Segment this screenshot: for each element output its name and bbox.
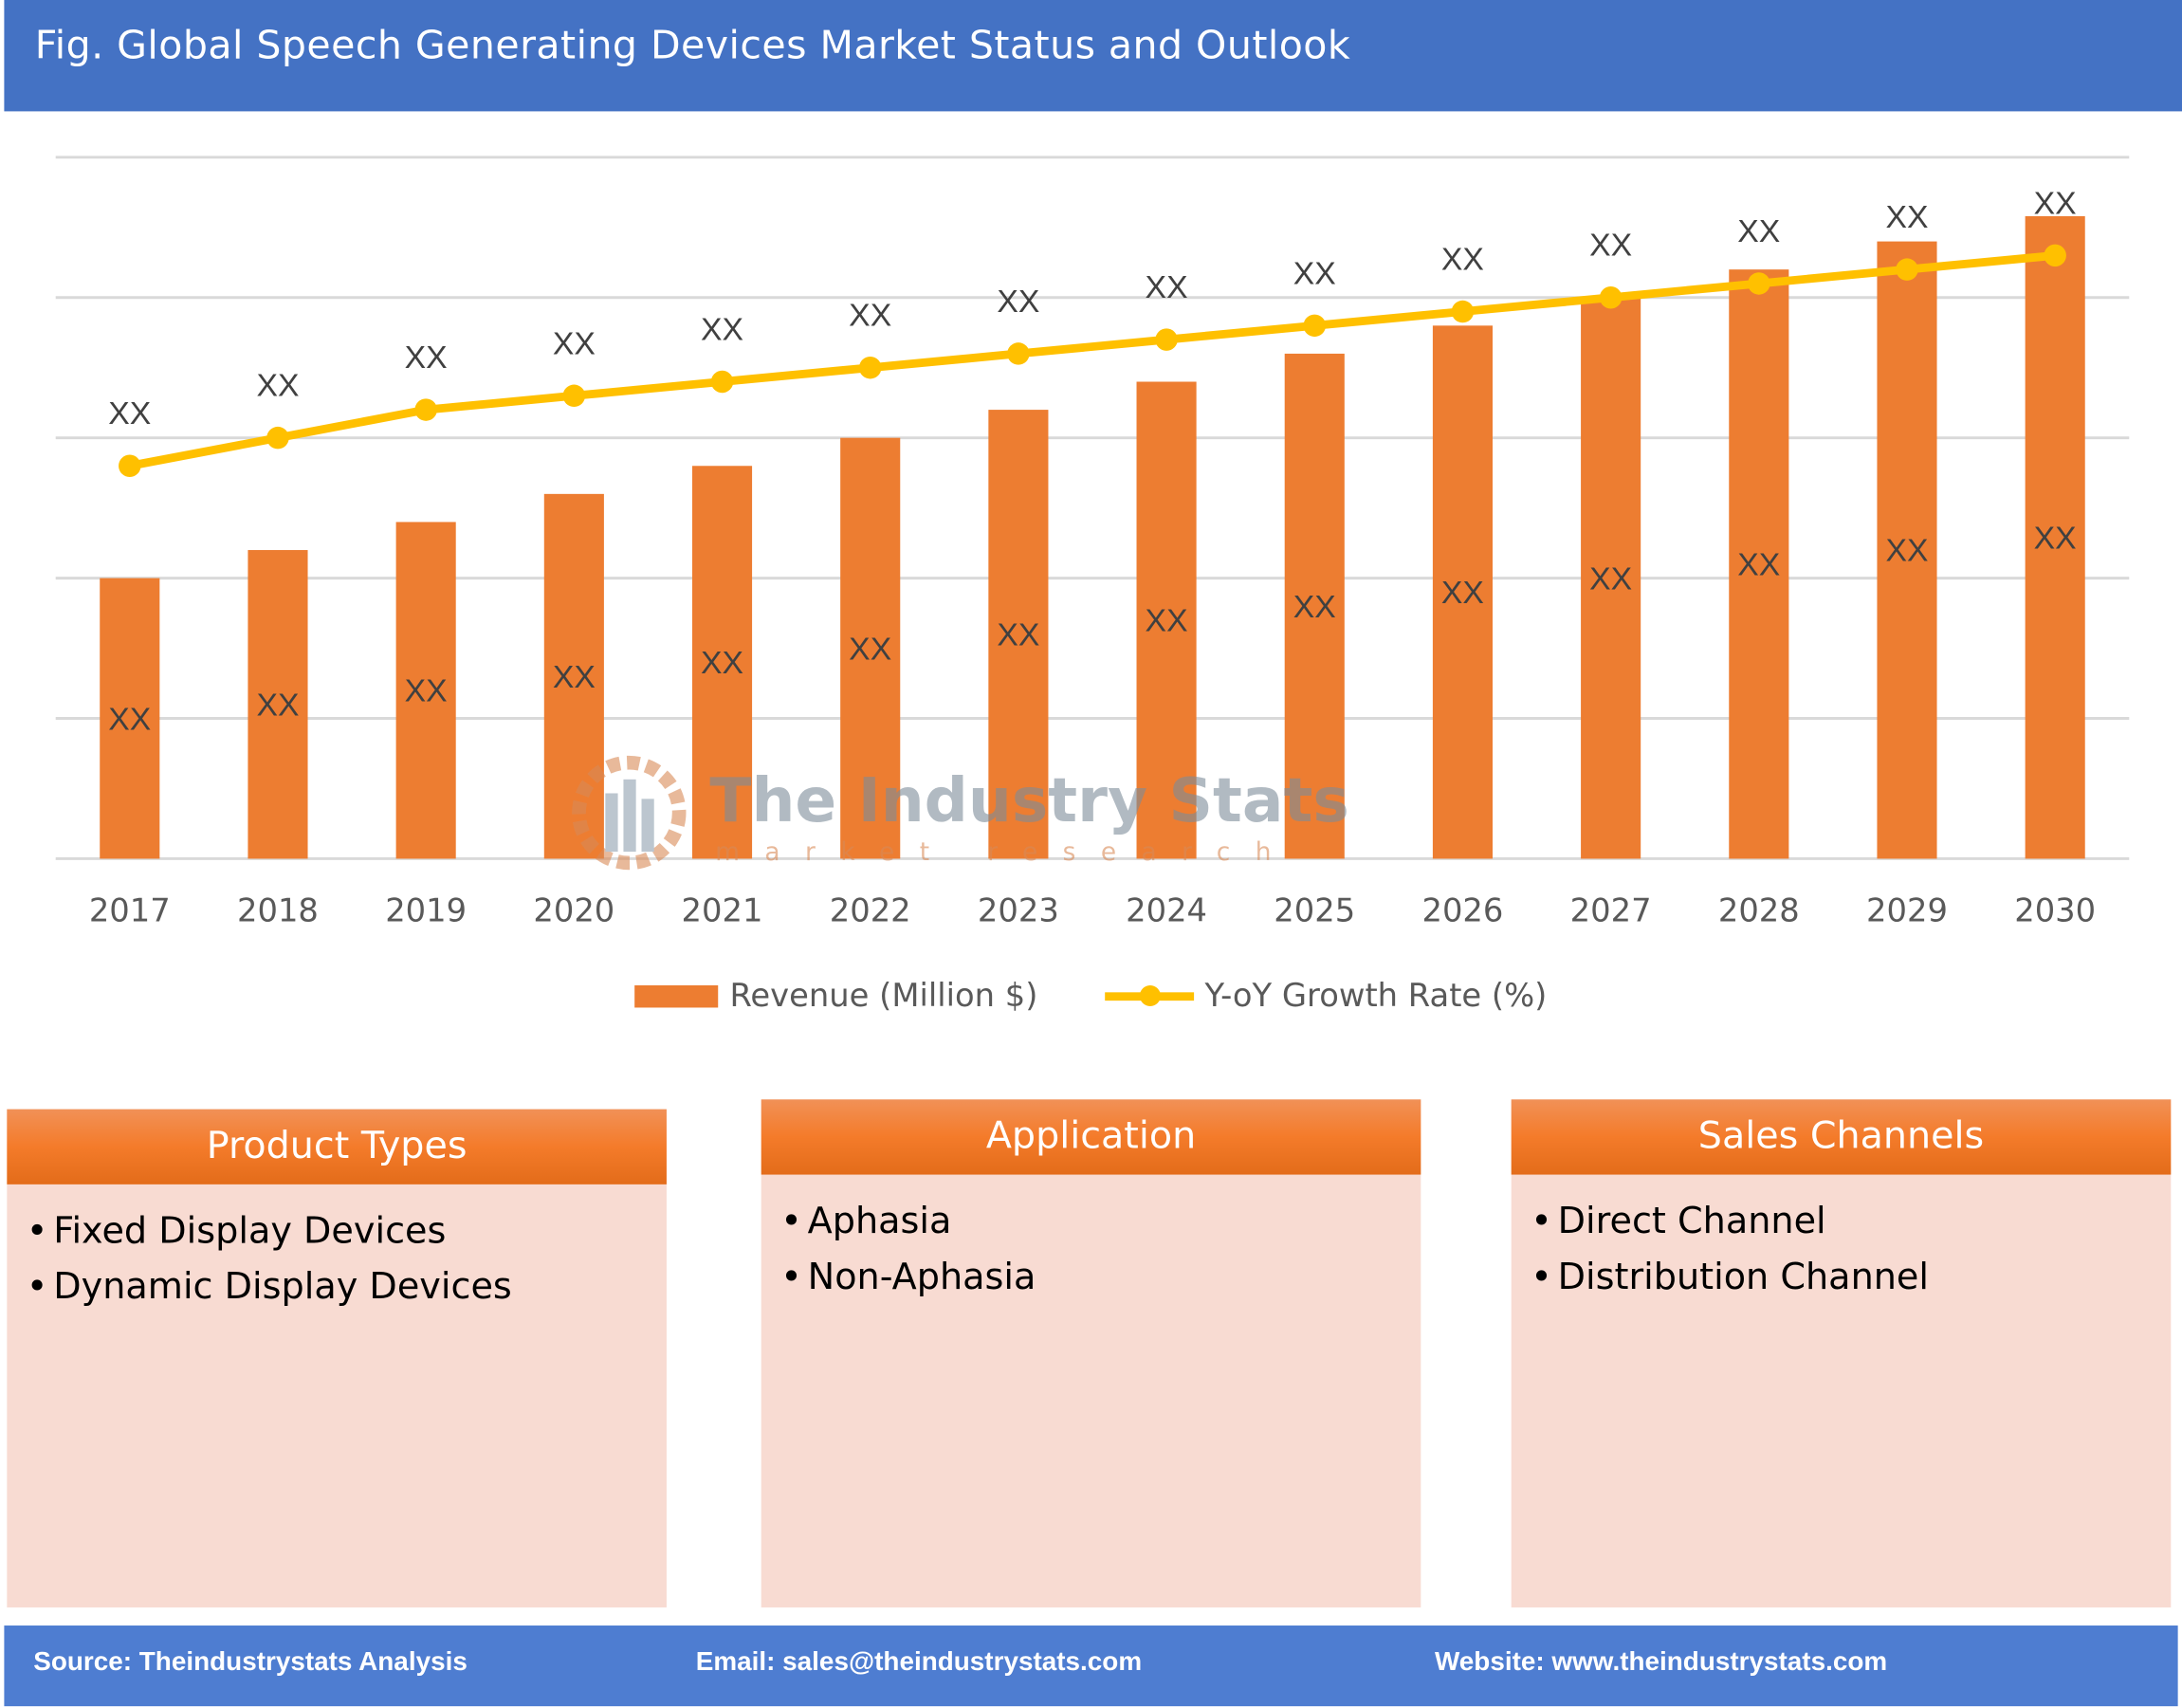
growth-point-2030 <box>2044 244 2066 267</box>
bar-data-label: XX <box>849 631 891 667</box>
growth-point-2027 <box>1599 286 1623 309</box>
bar-2022 <box>840 437 901 859</box>
line-data-label: XX <box>108 395 151 432</box>
bar-data-label: XX <box>553 659 596 695</box>
list-item: Aphasia <box>780 1194 1421 1250</box>
panel-product-types: Product Types Fixed Display DevicesDynam… <box>7 1109 667 1607</box>
bar-data-label: XX <box>1589 560 1632 597</box>
bar-2024 <box>1136 381 1197 859</box>
list-item: Fixed Display Devices <box>27 1203 667 1259</box>
legend-swatch-line <box>1104 984 1194 1007</box>
chart: XX XX XX XX XX XX XX XX XX XX XX XX XX XX XX XX XX XX XX XX… <box>55 156 2130 928</box>
x-tick-label: 2025 <box>1274 891 1355 928</box>
bar-2018 <box>248 550 308 859</box>
x-tick-label: 2017 <box>89 891 171 928</box>
growth-point-2025 <box>1303 314 1327 338</box>
growth-point-2028 <box>1748 272 1770 295</box>
bar-2017 <box>100 578 160 859</box>
bar-data-label: XX <box>405 673 448 709</box>
bar-data-label: XX <box>2034 520 2077 556</box>
x-tick-label: 2023 <box>978 891 1059 928</box>
growth-point-2020 <box>562 384 586 408</box>
x-tick-label: 2028 <box>1718 891 1800 928</box>
bar-2023 <box>988 410 1049 859</box>
bar-data-label: XX <box>1441 575 1484 611</box>
page-title: Fig. Global Speech Generating Devices Ma… <box>34 22 1351 68</box>
panel-sales-channels: Sales Channels Direct ChannelDistributio… <box>1511 1099 2172 1607</box>
growth-point-2023 <box>1007 342 1030 365</box>
bar-data-label: XX <box>1293 589 1336 625</box>
list-item: Direct Channel <box>1531 1194 2171 1250</box>
footer-email[interactable]: Email: sales@theindustrystats.com <box>695 1647 1143 1678</box>
list-item: Non-Aphasia <box>780 1250 1421 1306</box>
legend-item-growth: Y-oY Growth Rate (%) <box>1104 978 1548 1015</box>
line-data-label: XX <box>997 284 1039 320</box>
bar-data-label: XX <box>701 645 743 681</box>
bar-2026 <box>1432 325 1493 859</box>
growth-line <box>128 250 2056 470</box>
chart-legend: Revenue (Million $) Y-oY Growth Rate (%) <box>0 979 2182 1015</box>
footer-source: Source: Theindustrystats Analysis <box>33 1647 468 1678</box>
growth-point-2029 <box>1896 258 1918 281</box>
line-data-label: XX <box>701 311 743 347</box>
panel-title: Sales Channels <box>1511 1099 2172 1175</box>
bar-data-label: XX <box>1146 603 1188 639</box>
bar-2019 <box>395 522 456 859</box>
line-data-label: XX <box>849 298 891 334</box>
x-tick-label: 2022 <box>830 891 911 928</box>
line-data-label: XX <box>405 340 448 376</box>
list-item: Distribution Channel <box>1531 1250 2171 1306</box>
bar-2029 <box>1877 241 1937 859</box>
panel-title: Product Types <box>7 1109 667 1185</box>
line-data-label: XX <box>1146 269 1188 305</box>
bar-2028 <box>1729 269 1789 859</box>
bar-data-label: XX <box>108 701 151 737</box>
growth-point-2026 <box>1451 300 1475 323</box>
growth-point-2021 <box>710 370 734 394</box>
panel-title: Application <box>761 1099 1421 1175</box>
growth-point-2019 <box>414 398 437 421</box>
legend-item-revenue: Revenue (Million $) <box>634 978 1038 1015</box>
list-item: Dynamic Display Devices <box>27 1259 667 1315</box>
x-tick-label: 2019 <box>385 891 467 928</box>
x-tick-label: 2026 <box>1421 891 1503 928</box>
line-data-label: XX <box>1885 199 1928 235</box>
line-data-label: XX <box>553 325 596 361</box>
footer-website[interactable]: Website: www.theindustrystats.com <box>1434 1647 1888 1678</box>
bar-2025 <box>1284 353 1345 859</box>
line-data-label: XX <box>1293 255 1336 291</box>
x-tick-label: 2020 <box>533 891 614 928</box>
line-data-label: XX <box>1737 213 1780 249</box>
line-data-label: XX <box>1589 228 1632 264</box>
line-data-label: XX <box>256 368 299 404</box>
growth-point-2022 <box>858 356 882 379</box>
legend-label: Revenue (Million $) <box>729 978 1038 1015</box>
bar-2030 <box>2025 215 2085 859</box>
x-tick-label: 2021 <box>682 891 763 928</box>
bar-data-label: XX <box>256 687 299 723</box>
x-tick-label: 2018 <box>237 891 319 928</box>
growth-point-2018 <box>266 426 289 450</box>
line-data-label: XX <box>2034 185 2077 221</box>
bar-data-label: XX <box>1737 547 1780 583</box>
x-tick-label: 2030 <box>2014 891 2096 928</box>
bar-2021 <box>691 466 753 859</box>
x-tick-label: 2024 <box>1126 891 1207 928</box>
footer-bar: Source: Theindustrystats Analysis Email:… <box>4 1625 2178 1707</box>
line-data-label: XX <box>1441 242 1484 278</box>
x-tick-label: 2027 <box>1570 891 1652 928</box>
bar-2027 <box>1581 297 1641 859</box>
bar-data-label: XX <box>1885 533 1928 569</box>
growth-point-2024 <box>1155 328 1178 351</box>
header-bar: Fig. Global Speech Generating Devices Ma… <box>4 0 2182 112</box>
bar-data-label: XX <box>997 617 1039 653</box>
panel-application: Application AphasiaNon-Aphasia <box>761 1099 1421 1607</box>
legend-label: Y-oY Growth Rate (%) <box>1204 978 1548 1015</box>
legend-swatch-bar <box>634 984 719 1008</box>
growth-point-2017 <box>119 454 141 478</box>
x-tick-label: 2029 <box>1866 891 1948 928</box>
